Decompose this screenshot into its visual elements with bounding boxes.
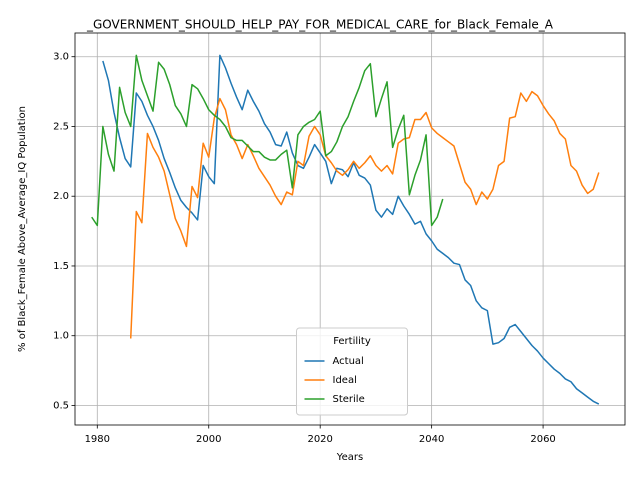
y-tick-label: 1.5 — [53, 261, 69, 272]
x-tick-label: 2020 — [307, 434, 332, 445]
x-tick-label: 2000 — [196, 434, 221, 445]
plot-frame — [74, 32, 626, 426]
y-tick-label: 1.0 — [53, 331, 69, 342]
lines — [91, 54, 600, 405]
y-tick-label: 0.5 — [53, 400, 69, 411]
y-tick-label: 2.0 — [53, 191, 69, 202]
legend-label: Sterile — [333, 394, 365, 405]
series-line — [91, 54, 444, 227]
x-axis-label: Years — [336, 452, 363, 463]
chart-title: _GOVERNMENT_SHOULD_HELP_PAY_FOR_MEDICAL_… — [86, 18, 554, 32]
legend-label: Ideal — [333, 375, 357, 386]
x-tick-label: 1980 — [85, 434, 110, 445]
legend-label: Actual — [333, 356, 364, 367]
x-tick-label: 2040 — [419, 434, 444, 445]
legend: Fertility Actual Ideal Sterile — [296, 327, 408, 416]
y-tick-label: 3.0 — [53, 52, 69, 63]
series-line — [102, 54, 600, 405]
legend-title: Fertility — [333, 336, 371, 347]
x-tick-label: 2060 — [530, 434, 555, 445]
legend-box — [296, 327, 408, 416]
series-line — [129, 90, 600, 339]
y-axis-label: % of Black_Female Above_Average_IQ Popul… — [17, 106, 28, 352]
y-tick-label: 2.5 — [53, 121, 69, 132]
